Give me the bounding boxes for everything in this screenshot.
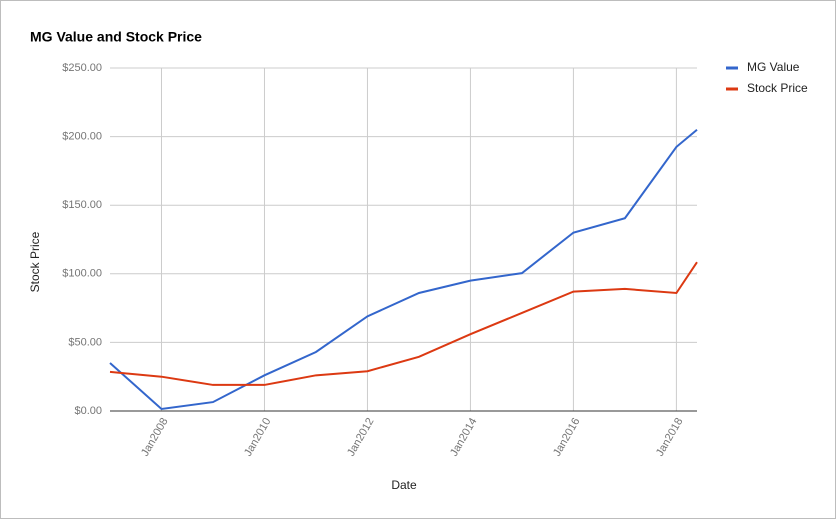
y-tick-label: $0.00: [74, 405, 102, 417]
legend-label: MG Value: [747, 60, 800, 74]
y-tick-label: $250.00: [62, 62, 102, 74]
x-axis-label: Date: [391, 478, 417, 492]
line-series: [109, 128, 698, 410]
chart-title: MG Value and Stock Price: [30, 29, 202, 45]
line-series: [109, 261, 698, 386]
y-tick-label: $100.00: [62, 268, 102, 280]
y-tick-label: $150.00: [62, 199, 102, 211]
y-axis-label: Stock Price: [28, 231, 42, 292]
legend-label: Stock Price: [747, 81, 808, 95]
y-tick-label: $200.00: [62, 131, 102, 143]
y-tick-label: $50.00: [68, 336, 102, 348]
